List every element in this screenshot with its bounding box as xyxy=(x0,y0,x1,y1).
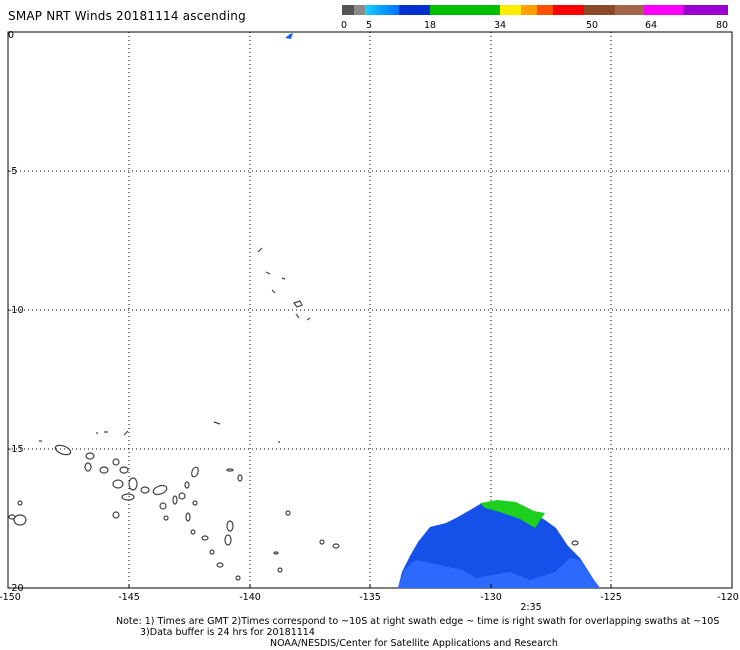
lat-label: -10 xyxy=(8,305,24,316)
island-outline xyxy=(13,514,27,526)
island-outline xyxy=(201,535,209,541)
lon-label: -145 xyxy=(118,592,140,603)
island-outline xyxy=(112,458,120,466)
island-outline xyxy=(209,549,215,555)
lat-label: -15 xyxy=(8,444,24,455)
island-outline xyxy=(121,493,135,501)
island-outline xyxy=(178,492,186,500)
wind-swath-mid xyxy=(398,558,600,588)
chart-title: SMAP NRT Winds 20181114 ascending xyxy=(8,9,246,23)
lat-label: -5 xyxy=(8,166,17,177)
wind-swath xyxy=(285,33,600,588)
wind-swath-low xyxy=(398,503,600,588)
island-outline xyxy=(191,466,199,478)
island-outline xyxy=(192,500,198,506)
lon-label: -150 xyxy=(0,592,21,603)
island-outline xyxy=(152,484,168,496)
island-outline xyxy=(39,421,280,443)
lon-label: -125 xyxy=(600,592,622,603)
island-outline xyxy=(190,529,196,535)
latitude-labels: 0 -5 -10 -15 -20 xyxy=(8,30,24,594)
island-outline xyxy=(128,477,138,491)
island-outline xyxy=(226,468,234,472)
island-outline xyxy=(319,539,325,545)
wind-speed-colorbar xyxy=(342,5,728,15)
colorbar-segment xyxy=(683,5,728,15)
island-outline xyxy=(216,562,224,568)
colorbar-label: 5 xyxy=(365,20,373,31)
graticule xyxy=(8,32,732,588)
note-line-2: 3)Data buffer is 24 hrs for 20181114 xyxy=(140,627,315,638)
colorbar-label: 50 xyxy=(585,20,599,31)
island-outline xyxy=(112,479,124,489)
longitude-labels: -150 -145 -140 -135 -130 -125 -120 xyxy=(0,592,739,603)
colorbar-label: 34 xyxy=(493,20,507,31)
lon-label: -135 xyxy=(359,592,381,603)
island-outline xyxy=(84,462,92,472)
colorbar-label: 80 xyxy=(715,20,729,31)
lon-label: -140 xyxy=(239,592,261,603)
island-outline xyxy=(172,495,178,505)
island-outline xyxy=(571,540,579,546)
island-outline xyxy=(185,512,191,522)
colorbar-segment xyxy=(499,5,522,15)
island-outline xyxy=(257,247,311,321)
island-outline xyxy=(140,486,150,494)
colorbar-label: 0 xyxy=(340,20,348,31)
island-outline xyxy=(277,567,283,573)
note-line-1: Note: 1) Times are GMT 2)Times correspon… xyxy=(116,616,720,627)
colorbar-segment xyxy=(365,5,399,15)
island-outline xyxy=(237,474,243,482)
swath-time-label: 2:35 xyxy=(520,602,541,613)
colorbar-segment xyxy=(644,5,684,15)
lon-label: -130 xyxy=(480,592,502,603)
colorbar-segment xyxy=(521,5,537,15)
colorbar-segment xyxy=(614,5,645,15)
island-outline xyxy=(112,511,120,519)
colorbar-segment xyxy=(429,5,500,15)
lat-label: 0 xyxy=(8,30,14,41)
island-outline xyxy=(285,510,291,516)
colorbar-label: 18 xyxy=(423,20,437,31)
colorbar-segment xyxy=(398,5,430,15)
colorbar-segment xyxy=(353,5,366,15)
island-outline xyxy=(159,502,167,510)
note-line-3: NOAA/NESDIS/Center for Satellite Applica… xyxy=(270,638,558,649)
island-outline xyxy=(119,466,129,474)
lat-label: -20 xyxy=(8,583,24,594)
colorbar-segment xyxy=(536,5,553,15)
island-outline xyxy=(332,543,340,549)
island-outline xyxy=(273,551,279,555)
colorbar-segment xyxy=(583,5,615,15)
island-outline xyxy=(17,500,23,506)
island-outlines xyxy=(8,247,579,581)
wind-swath-fragment xyxy=(285,33,293,39)
lon-label: -120 xyxy=(717,592,739,603)
island-outline xyxy=(235,575,241,581)
island-outline xyxy=(163,515,169,521)
island-outline xyxy=(54,444,72,456)
island-outline xyxy=(184,481,190,489)
island-outline xyxy=(224,534,232,546)
axis-ticks xyxy=(128,584,612,588)
wind-swath-high xyxy=(480,500,545,528)
colorbar-segment xyxy=(342,5,354,15)
colorbar-segment xyxy=(552,5,584,15)
island-outline xyxy=(226,520,234,532)
island-outline xyxy=(99,466,109,474)
island-outline xyxy=(85,452,95,460)
island-outline xyxy=(8,514,16,520)
colorbar-label: 64 xyxy=(644,20,658,31)
